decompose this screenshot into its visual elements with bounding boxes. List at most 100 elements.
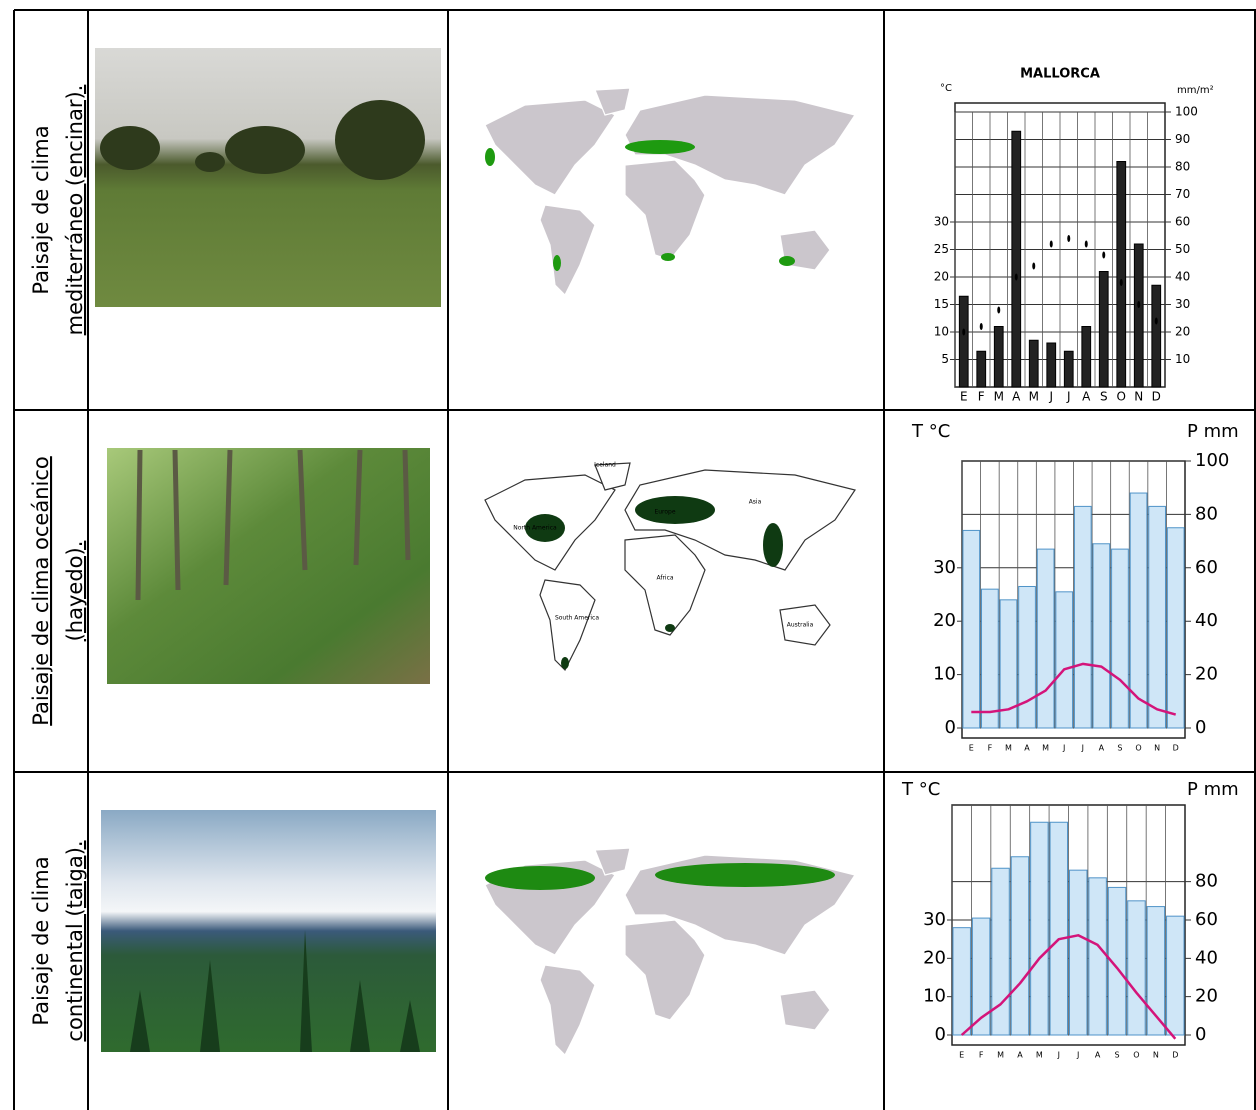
continent — [540, 205, 595, 295]
row-label: Paisaje de clima — [29, 856, 53, 1025]
document: Paisaje de clima mediterráneo (encinar). P… — [0, 0, 1256, 1110]
precip-bar — [1093, 544, 1110, 728]
precip-unit: mm/m² — [1177, 85, 1214, 96]
temp-tick-label: 0 — [945, 717, 956, 738]
month-label: N — [1154, 744, 1160, 753]
chart-title: MALLORCA — [1020, 67, 1100, 82]
month-label: M — [1029, 390, 1039, 404]
month-label: F — [988, 744, 993, 753]
precip-bar — [1056, 592, 1073, 728]
month-label: J — [1062, 744, 1065, 753]
precip-tick-label: 80 — [1195, 503, 1218, 524]
precip-bar — [1031, 822, 1048, 1035]
month-label: S — [1115, 1051, 1120, 1060]
month-label: E — [969, 744, 974, 753]
month-label: O — [1135, 744, 1141, 753]
precip-bar — [1047, 343, 1056, 387]
month-label: J — [1066, 390, 1071, 404]
precip-tick-label: 70 — [1175, 187, 1190, 201]
temp-point — [1120, 279, 1123, 286]
continent — [625, 160, 705, 260]
row-label: mediterráneo (encinar). — [63, 85, 87, 336]
precip-tick-label: 20 — [1175, 325, 1190, 339]
month-label: A — [1024, 744, 1030, 753]
temp-point — [962, 329, 965, 336]
climate-region — [779, 256, 795, 266]
precip-bar — [1019, 586, 1036, 728]
month-label: S — [1117, 744, 1122, 753]
continent — [625, 920, 705, 1020]
precip-bar — [1050, 822, 1067, 1035]
precip-tick-label: 60 — [1195, 909, 1218, 930]
continent — [540, 580, 595, 670]
world-map — [485, 88, 855, 295]
month-label: E — [960, 390, 968, 404]
month-label: O — [1117, 390, 1126, 404]
precip-bar — [1149, 506, 1166, 728]
precip-bar — [994, 327, 1003, 388]
precip-bar — [1117, 162, 1126, 388]
temp-tick-label: 20 — [934, 270, 949, 284]
month-label: O — [1133, 1051, 1139, 1060]
temp-tick-label: 10 — [923, 986, 946, 1007]
month-label: A — [1017, 1051, 1023, 1060]
month-label: S — [1100, 390, 1108, 404]
continent — [540, 965, 595, 1055]
precip-bar — [1089, 878, 1106, 1035]
temp-point — [1032, 263, 1035, 270]
precip-tick-label: 80 — [1195, 871, 1218, 892]
month-label: A — [1095, 1051, 1101, 1060]
precip-bar — [1011, 857, 1028, 1035]
temp-tick-label: 30 — [934, 215, 949, 229]
climate-region — [485, 148, 495, 166]
world-map — [485, 848, 855, 1055]
temp-point — [980, 323, 983, 330]
row-label: (hayedo). — [63, 541, 87, 642]
temp-point — [1137, 301, 1140, 308]
precip-bar — [1064, 351, 1073, 387]
precip-bar — [1012, 131, 1021, 387]
map-label: Africa — [656, 575, 673, 582]
month-label: N — [1153, 1051, 1159, 1060]
temp-point — [1015, 274, 1018, 281]
month-label: D — [1152, 390, 1161, 404]
precip-bar — [1082, 327, 1091, 388]
precip-bar — [1037, 549, 1054, 728]
month-label: J — [1048, 390, 1053, 404]
temp-tick-label: 20 — [923, 947, 946, 968]
row-label: Paisaje de clima — [29, 125, 53, 294]
precip-tick-label: 40 — [1175, 270, 1190, 284]
photo-hayedo — [107, 448, 430, 684]
month-label: M — [994, 390, 1004, 404]
precip-tick-label: 10 — [1175, 352, 1190, 366]
precip-tick-label: 100 — [1175, 105, 1198, 119]
precip-bar — [982, 589, 999, 728]
precip-tick-label: 60 — [1175, 215, 1190, 229]
temp-tick-label: 10 — [934, 325, 949, 339]
precip-tick-label: 30 — [1175, 297, 1190, 311]
photo-taiga — [101, 810, 436, 1052]
row-label: Paisaje de clima oceánico — [29, 456, 53, 726]
month-label: F — [979, 1051, 984, 1060]
precip-bar — [1029, 340, 1038, 387]
precip-tick-label: 40 — [1195, 610, 1218, 631]
month-label: M — [997, 1051, 1004, 1060]
climate-region — [763, 523, 783, 567]
map-label: South America — [555, 615, 599, 622]
precip-bar — [1134, 244, 1143, 387]
map-label: Asia — [749, 499, 762, 506]
precip-bar — [1074, 506, 1091, 728]
temp-point — [997, 307, 1000, 314]
climate-region — [553, 255, 561, 271]
climate-region — [485, 866, 595, 890]
temp-tick-label: 0 — [935, 1024, 946, 1045]
precip-bar — [953, 928, 970, 1035]
precip-unit: P mm — [1187, 779, 1239, 800]
precip-tick-label: 20 — [1195, 664, 1218, 685]
temp-tick-label: 30 — [923, 909, 946, 930]
precip-tick-label: 0 — [1195, 1024, 1206, 1045]
month-label: E — [959, 1051, 964, 1060]
climate-region — [561, 657, 569, 669]
month-label: D — [1173, 744, 1179, 753]
